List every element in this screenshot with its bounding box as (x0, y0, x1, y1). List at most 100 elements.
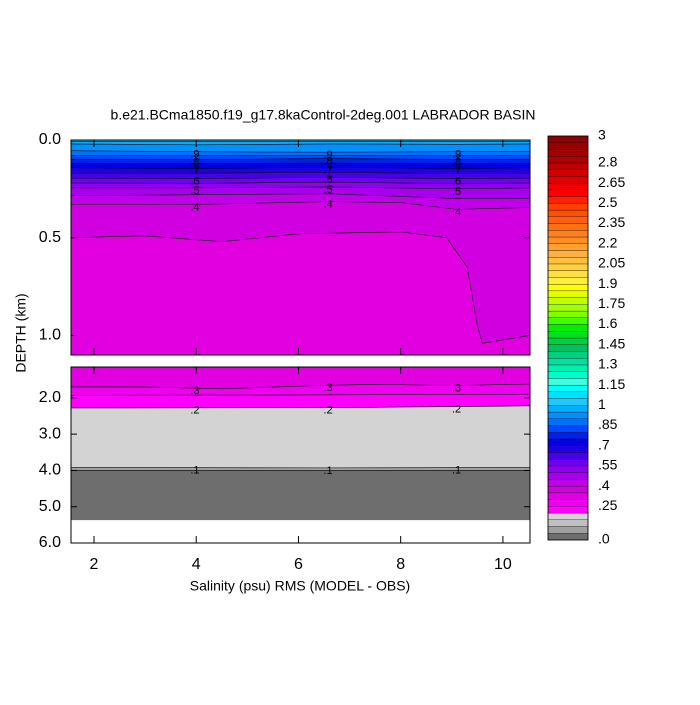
colorbar-box (548, 136, 588, 143)
colorbar-box (548, 412, 588, 419)
y-tick-label: 3.0 (39, 425, 61, 442)
colorbar-box (548, 385, 588, 392)
colorbar-box (548, 378, 588, 385)
colorbar-label: 1.75 (598, 295, 625, 311)
colorbar-box (548, 358, 588, 365)
colorbar-box (548, 506, 588, 513)
x-tick-label: 8 (396, 556, 405, 573)
contour-label: .5 (452, 186, 461, 198)
colorbar-box (548, 399, 588, 406)
colorbar-box (548, 500, 588, 507)
contour-label: .4 (323, 198, 332, 210)
colorbar-box (548, 473, 588, 480)
colorbar-box (548, 459, 588, 466)
contour-label: .3 (190, 385, 199, 397)
colorbar-box (548, 277, 588, 284)
colorbar-box (548, 405, 588, 412)
colorbar-box (548, 190, 588, 197)
contour-label: .5 (190, 185, 199, 197)
colorbar-box (548, 479, 588, 486)
colorbar-label: 2.35 (598, 214, 625, 230)
colorbar-label: .25 (598, 497, 618, 513)
colorbar-label: 1.45 (598, 335, 625, 351)
colorbar-box (548, 170, 588, 177)
contour-label: .3 (452, 382, 461, 394)
y-tick-label: 5.0 (39, 498, 61, 515)
colorbar-box (548, 257, 588, 264)
colorbar-box (548, 217, 588, 224)
colorbar-box (548, 156, 588, 163)
colorbar-box (548, 527, 588, 534)
colorbar-box (548, 149, 588, 156)
colorbar-label: .0 (598, 531, 610, 547)
colorbar-box (548, 439, 588, 446)
colorbar-label: 1.15 (598, 376, 625, 392)
colorbar-label: 3 (598, 127, 606, 143)
colorbar-box (548, 419, 588, 426)
contour-label: .1 (323, 465, 332, 477)
y-tick-label: 2.0 (39, 389, 61, 406)
colorbar-label: 1.3 (598, 356, 618, 372)
y-tick-label: 0.0 (39, 131, 61, 148)
colorbar-box (548, 264, 588, 271)
colorbar-box (548, 197, 588, 204)
colorbar-box (548, 203, 588, 210)
y-tick-label: 4.0 (39, 462, 61, 479)
colorbar-label: 2.65 (598, 174, 625, 190)
colorbar-box (548, 392, 588, 399)
colorbar-label: .7 (598, 436, 610, 452)
colorbar-label: 2.8 (598, 154, 618, 170)
contour-label: .3 (323, 382, 332, 394)
colorbar-box (548, 351, 588, 358)
contour-label: .1 (190, 465, 199, 477)
colorbar-label: 1.9 (598, 275, 618, 291)
colorbar-box (548, 486, 588, 493)
colorbar-box (548, 426, 588, 433)
contour-label: .1 (452, 465, 461, 477)
colorbar-box (548, 244, 588, 251)
colorbar-box (548, 446, 588, 453)
colorbar-box (548, 372, 588, 379)
contour-label: .4 (452, 206, 461, 218)
y-axis-label: DEPTH (km) (13, 293, 29, 372)
colorbar-box (548, 304, 588, 311)
x-tick-label: 2 (90, 556, 99, 573)
colorbar-box (548, 176, 588, 183)
colorbar-box (548, 311, 588, 318)
colorbar-label: 2.2 (598, 234, 618, 250)
y-tick-label: 0.5 (39, 229, 61, 246)
colorbar-label: 1 (598, 396, 606, 412)
colorbar-box (548, 466, 588, 473)
colorbar-box (548, 284, 588, 291)
colorbar-box (548, 143, 588, 150)
colorbar-label: 1.6 (598, 315, 618, 331)
colorbar-label: 2.5 (598, 194, 618, 210)
colorbar-label: .55 (598, 457, 618, 473)
contour-label: .5 (323, 184, 332, 196)
colorbar-label: .85 (598, 416, 618, 432)
colorbar-box (548, 338, 588, 345)
colorbar-label: 2.05 (598, 255, 625, 271)
colorbar-box (548, 271, 588, 278)
x-axis-label: Salinity (psu) RMS (MODEL - OBS) (190, 578, 410, 594)
colorbar-box (548, 250, 588, 257)
colorbar-box (548, 493, 588, 500)
colorbar-box (548, 298, 588, 305)
colorbar-label: .4 (598, 477, 610, 493)
colorbar-box (548, 318, 588, 325)
colorbar-box (548, 230, 588, 237)
colorbar-box (548, 183, 588, 190)
colorbar-box (548, 345, 588, 352)
contour-label: .4 (190, 201, 199, 213)
colorbar-box (548, 520, 588, 527)
colorbar-box (548, 452, 588, 459)
y-tick-label: 6.0 (39, 534, 61, 551)
x-tick-label: 10 (494, 556, 512, 573)
chart-title: b.e21.BCma1850.f19_g17.8kaControl-2deg.0… (111, 107, 536, 123)
colorbar-box (548, 237, 588, 244)
colorbar-box (548, 291, 588, 298)
colorbar-box (548, 432, 588, 439)
colorbar-box (548, 533, 588, 540)
y-tick-label: 1.0 (39, 327, 61, 344)
